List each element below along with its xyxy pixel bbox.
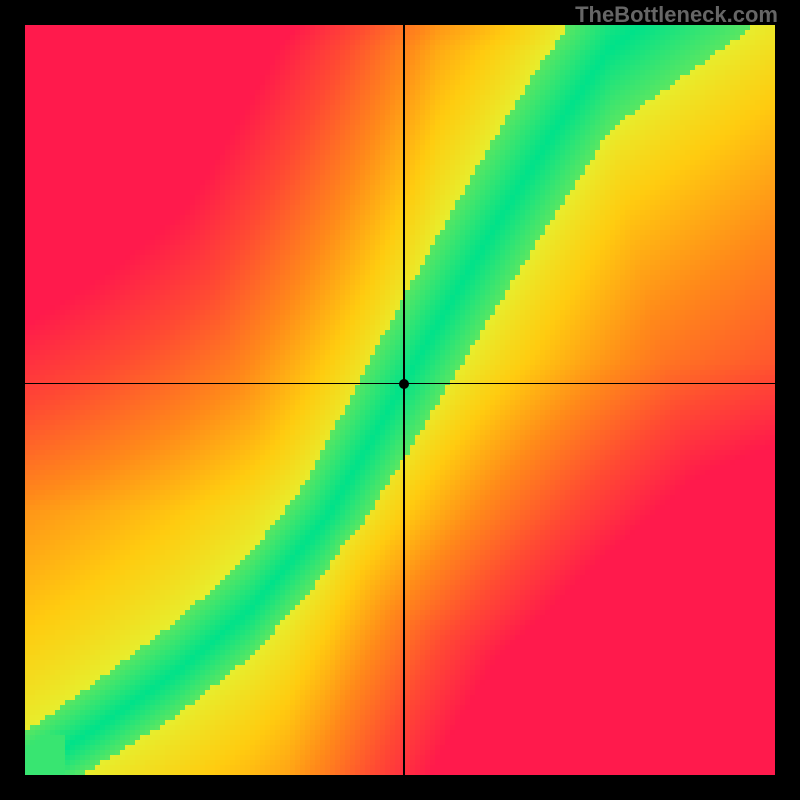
plot-area <box>25 25 775 775</box>
heatmap-canvas <box>25 25 775 775</box>
crosshair-vertical <box>403 25 405 775</box>
watermark-text: TheBottleneck.com <box>575 2 778 28</box>
marker-dot <box>399 379 409 389</box>
chart-frame: TheBottleneck.com <box>0 0 800 800</box>
